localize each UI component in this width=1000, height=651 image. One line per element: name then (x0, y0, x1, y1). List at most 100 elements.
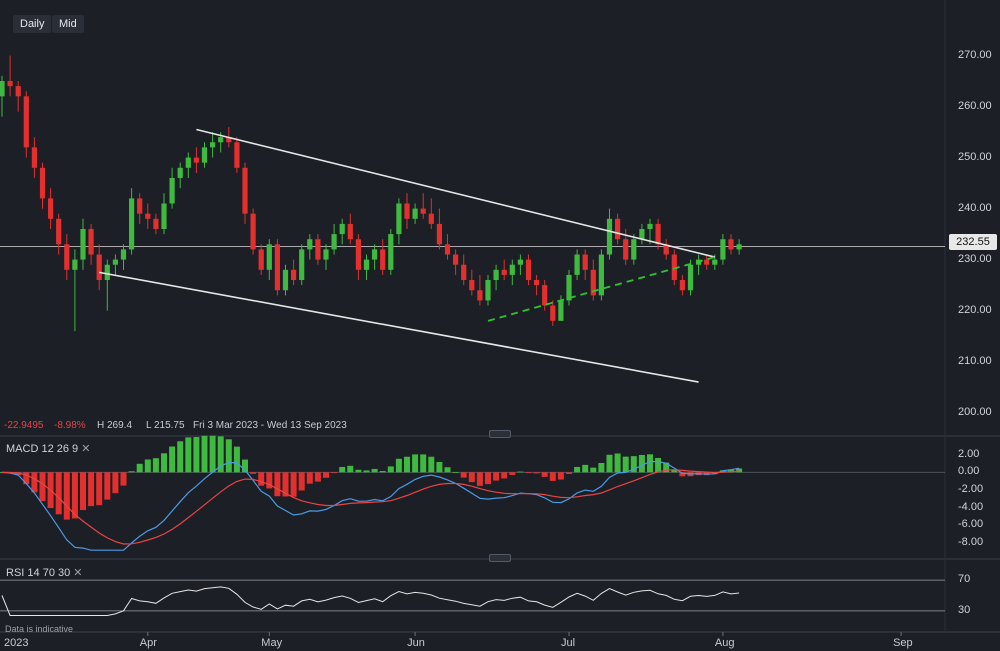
macd-tick-label: -8.00 (958, 536, 984, 549)
candle (736, 244, 742, 250)
candle (250, 213, 256, 250)
candle (663, 244, 669, 255)
candle (631, 239, 637, 260)
daily-button[interactable]: Daily (13, 15, 52, 33)
macd-histogram-bar (493, 472, 500, 481)
macd-histogram-bar (306, 472, 313, 484)
candle (234, 142, 240, 168)
candle (355, 239, 361, 270)
macd-histogram-bar (590, 467, 597, 473)
close-icon[interactable]: ✕ (73, 567, 83, 579)
candle (339, 223, 345, 235)
candle (274, 244, 280, 291)
macd-histogram-bar (736, 468, 743, 473)
macd-histogram-bar (420, 454, 427, 473)
candle (282, 269, 289, 291)
high-value: H 269.4 (97, 420, 133, 431)
candle (64, 244, 70, 270)
candle (56, 218, 62, 245)
macd-histogram-bar (201, 435, 208, 473)
price-tick-label: 260.00 (958, 99, 992, 112)
x-tick-label: 2023 (4, 637, 29, 649)
candle (177, 167, 183, 178)
candle (210, 142, 216, 148)
price-tick-label: 200.00 (958, 405, 992, 418)
candle (542, 285, 548, 306)
macd-histogram-bar (161, 453, 167, 473)
macd-histogram-bar (31, 472, 38, 493)
x-tick-label: May (261, 637, 283, 649)
candle (218, 137, 224, 143)
candle (453, 254, 459, 265)
macd-histogram-bar (517, 471, 524, 473)
candle (582, 254, 588, 270)
macd-histogram-bar (404, 456, 410, 473)
candle (420, 208, 426, 214)
macd-histogram-bar (152, 458, 159, 473)
candle (647, 223, 653, 229)
candle (477, 290, 483, 301)
macd-histogram-bar (533, 472, 540, 474)
candle (323, 249, 329, 260)
macd-histogram-bar (323, 472, 329, 478)
macd-histogram-bar (112, 472, 119, 494)
candle (15, 86, 21, 97)
macd-histogram-bar (574, 466, 581, 473)
macd-histogram-bar (582, 464, 589, 473)
macd-histogram-bar (225, 439, 232, 473)
macd-histogram-bar (436, 461, 443, 473)
macd-line (1, 461, 740, 551)
last-price-tag: 232.55 (949, 234, 997, 250)
change-percent: -8.98% (54, 420, 86, 431)
macd-histogram-bar (363, 470, 370, 473)
candle (509, 264, 515, 275)
pane-resize-handle[interactable] (489, 430, 511, 438)
candle (485, 280, 491, 301)
macd-label: MACD 12 26 9 ✕ (6, 443, 91, 455)
macd-histogram-bar (663, 462, 670, 473)
candle (623, 239, 629, 260)
candle (372, 249, 378, 260)
macd-histogram-bar (549, 472, 556, 481)
macd-histogram-bar (55, 472, 62, 515)
macd-tick-label: -4.00 (958, 500, 984, 513)
mid-button[interactable]: Mid (52, 15, 84, 33)
candle (606, 218, 613, 255)
price-tick-label: 210.00 (958, 354, 992, 367)
macd-histogram-bar (606, 454, 613, 473)
pane-resize-handle[interactable] (489, 554, 511, 562)
macd-histogram-bar (630, 456, 637, 473)
x-tick-label: Apr (139, 637, 157, 649)
macd-histogram-bar (428, 456, 435, 473)
rsi-line (1, 586, 740, 616)
macd-histogram-bar (468, 472, 475, 483)
macd-histogram-bar (274, 472, 281, 497)
macd-histogram-bar (541, 472, 548, 477)
macd-histogram-bar (638, 454, 645, 473)
macd-tick-label: 2.00 (958, 447, 980, 460)
macd-histogram-bar (339, 466, 346, 473)
candle (534, 280, 540, 286)
candle (517, 259, 523, 265)
candle (315, 239, 321, 260)
macd-histogram-bar (290, 472, 297, 497)
macd-histogram-bar (128, 471, 135, 473)
macd-histogram-bar (647, 454, 653, 473)
price-tick-label: 270.00 (958, 48, 992, 61)
price-tick-label: 250.00 (958, 150, 992, 163)
candle (137, 198, 143, 214)
channel-trendline (99, 271, 699, 383)
candle (145, 213, 151, 219)
macd-histogram-bar (412, 454, 419, 473)
price-tick-label: 240.00 (958, 201, 992, 214)
candle (291, 269, 297, 281)
candle (388, 234, 394, 270)
close-icon[interactable]: ✕ (81, 443, 91, 455)
macd-tick-label: 0.00 (958, 465, 980, 478)
macd-histogram-bar (23, 472, 30, 485)
candle (129, 198, 135, 250)
candle (80, 229, 86, 260)
macd-histogram-bar (314, 472, 321, 482)
candle (574, 254, 580, 275)
